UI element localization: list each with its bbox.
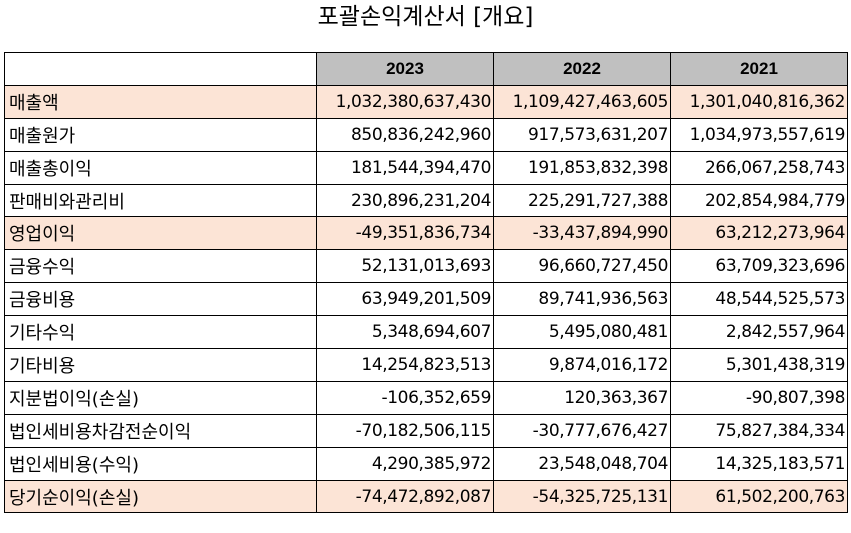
table-row: 매출원가 850,836,242,960 917,573,631,207 1,034,… bbox=[4, 117, 848, 152]
row-label: 법인세비용차감전순이익 bbox=[4, 413, 317, 448]
value-cell-2022: 5,495,080,481 bbox=[493, 315, 671, 350]
value-cell-2023: 230,896,231,204 bbox=[316, 183, 494, 218]
value-cell-2023: 850,836,242,960 bbox=[316, 117, 494, 152]
value-cell-2023: -74,472,892,087 bbox=[316, 479, 494, 514]
value-cell-2022: 225,291,727,388 bbox=[493, 183, 671, 218]
header-year-2021: 2021 bbox=[670, 52, 848, 86]
value-cell-2021: -90,807,398 bbox=[670, 380, 848, 415]
value-cell-2022: -30,777,676,427 bbox=[493, 413, 671, 448]
value-cell-2022: 120,363,367 bbox=[493, 380, 671, 415]
value-cell-2021: 14,325,183,571 bbox=[670, 446, 848, 481]
value-cell-2021: 1,301,040,816,362 bbox=[670, 84, 848, 119]
value-cell-2023: 181,544,394,470 bbox=[316, 150, 494, 185]
value-cell-2023: 1,032,380,637,430 bbox=[316, 84, 494, 119]
value-cell-2023: -106,352,659 bbox=[316, 380, 494, 415]
table-row: 기타비용 14,254,823,513 9,874,016,172 5,301,438… bbox=[4, 348, 848, 382]
page-title: 포괄손익계산서 [개요] bbox=[317, 4, 534, 30]
value-cell-2022: 917,573,631,207 bbox=[493, 117, 671, 152]
value-cell-2023: 4,290,385,972 bbox=[316, 446, 494, 481]
value-cell-2021: 48,544,525,573 bbox=[670, 282, 848, 317]
income-statement-table: 2023 2022 2021 매출액 1,032,380,637,430 1,109… bbox=[4, 52, 848, 514]
value-cell-2021: 61,502,200,763 bbox=[670, 479, 848, 514]
value-cell-2023: 52,131,013,693 bbox=[316, 249, 494, 284]
value-cell-2023: 14,254,823,513 bbox=[316, 348, 494, 382]
value-cell-2021: 75,827,384,334 bbox=[670, 413, 848, 448]
value-cell-2023: -70,182,506,115 bbox=[316, 413, 494, 448]
table-row: 기타수익 5,348,694,607 5,495,080,481 2,842,557,… bbox=[4, 315, 848, 350]
table-row: 매출액 1,032,380,637,430 1,109,427,463,605 1,3… bbox=[4, 84, 848, 119]
value-cell-2022: -54,325,725,131 bbox=[493, 479, 671, 514]
value-cell-2023: 5,348,694,607 bbox=[316, 315, 494, 350]
row-label: 법인세비용(수익) bbox=[4, 446, 317, 481]
value-cell-2022: 1,109,427,463,605 bbox=[493, 84, 671, 119]
row-label: 금융비용 bbox=[4, 282, 317, 317]
value-cell-2022: 23,548,048,704 bbox=[493, 446, 671, 481]
row-label: 금융수익 bbox=[4, 249, 317, 284]
value-cell-2021: 266,067,258,743 bbox=[670, 150, 848, 185]
row-label: 매출총이익 bbox=[4, 150, 317, 185]
table-body: 매출액 1,032,380,637,430 1,109,427,463,605 1,3… bbox=[4, 84, 848, 514]
header-row: 2023 2022 2021 bbox=[4, 52, 848, 86]
row-label: 당기순이익(손실) bbox=[4, 479, 317, 514]
table-row: 법인세비용차감전순이익 -70,182,506,115 -30,777,676,42… bbox=[4, 413, 848, 448]
header-year-2023: 2023 bbox=[316, 52, 494, 86]
value-cell-2021: 1,034,973,557,619 bbox=[670, 117, 848, 152]
table-row: 금융수익 52,131,013,693 96,660,727,450 63,709,3… bbox=[4, 249, 848, 284]
value-cell-2021: 2,842,557,964 bbox=[670, 315, 848, 350]
table-header: 2023 2022 2021 bbox=[4, 52, 848, 86]
value-cell-2021: 63,212,273,964 bbox=[670, 216, 848, 251]
row-label: 지분법이익(손실) bbox=[4, 380, 317, 415]
value-cell-2022: -33,437,894,990 bbox=[493, 216, 671, 251]
value-cell-2022: 96,660,727,450 bbox=[493, 249, 671, 284]
value-cell-2021: 63,709,323,696 bbox=[670, 249, 848, 284]
table-row: 금융비용 63,949,201,509 89,741,936,563 48,544,5… bbox=[4, 282, 848, 317]
table-row: 당기순이익(손실) -74,472,892,087 -54,325,725,131 6… bbox=[4, 479, 848, 514]
header-corner-cell bbox=[4, 52, 317, 86]
value-cell-2022: 89,741,936,563 bbox=[493, 282, 671, 317]
table-row: 법인세비용(수익) 4,290,385,972 23,548,048,704 14,3… bbox=[4, 446, 848, 481]
value-cell-2022: 9,874,016,172 bbox=[493, 348, 671, 382]
table-row: 판매비와관리비 230,896,231,204 225,291,727,388 202… bbox=[4, 183, 848, 218]
value-cell-2023: -49,351,836,734 bbox=[316, 216, 494, 251]
value-cell-2023: 63,949,201,509 bbox=[316, 282, 494, 317]
row-label: 기타수익 bbox=[4, 315, 317, 350]
table-row: 영업이익 -49,351,836,734 -33,437,894,990 63,212… bbox=[4, 216, 848, 251]
row-label: 기타비용 bbox=[4, 348, 317, 382]
value-cell-2021: 5,301,438,319 bbox=[670, 348, 848, 382]
header-year-2022: 2022 bbox=[493, 52, 671, 86]
value-cell-2021: 202,854,984,779 bbox=[670, 183, 848, 218]
row-label: 매출액 bbox=[4, 84, 317, 119]
row-label: 영업이익 bbox=[4, 216, 317, 251]
row-label: 매출원가 bbox=[4, 117, 317, 152]
table-row: 지분법이익(손실) -106,352,659 120,363,367 -90,807,… bbox=[4, 380, 848, 415]
row-label: 판매비와관리비 bbox=[4, 183, 317, 218]
value-cell-2022: 191,853,832,398 bbox=[493, 150, 671, 185]
table-row: 매출총이익 181,544,394,470 191,853,832,398 266,0… bbox=[4, 150, 848, 185]
